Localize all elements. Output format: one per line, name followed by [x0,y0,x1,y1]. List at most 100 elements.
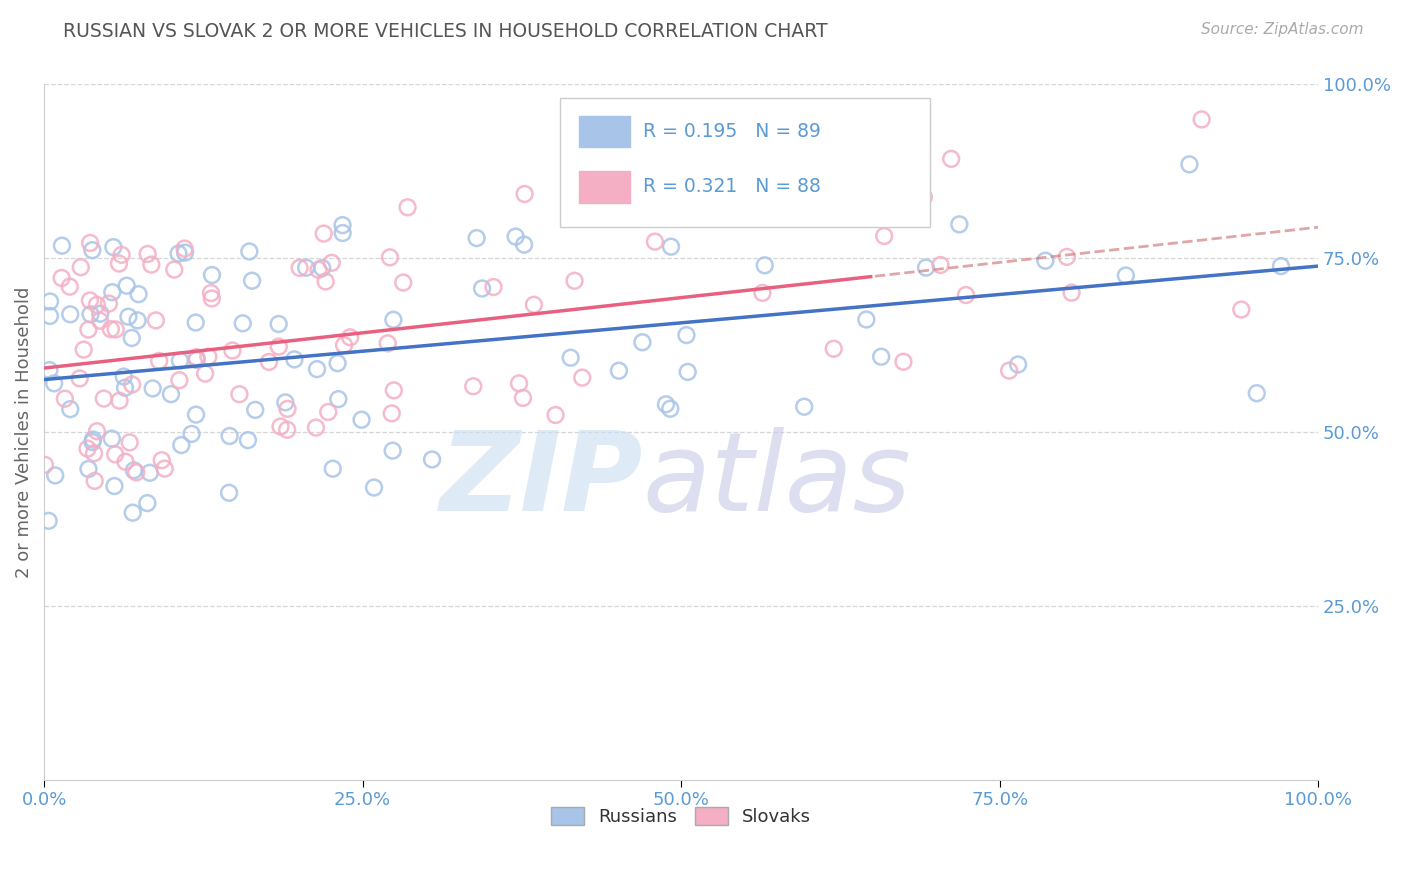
Slovaks [104,322,127,336]
Slovaks [201,292,224,306]
Slovaks [316,405,339,419]
Slovaks [571,370,593,384]
Russians [121,331,143,345]
Russians [127,313,149,327]
Russians [201,268,224,282]
Slovaks [186,350,208,364]
Slovaks [998,364,1021,378]
Russians [659,240,682,254]
Russians [114,381,136,395]
Slovaks [339,330,361,344]
Russians [139,466,162,480]
Russians [655,397,678,411]
Slovaks [83,474,105,488]
Russians [184,316,207,330]
Russians [38,514,60,528]
Slovaks [508,376,530,391]
Russians [122,463,145,477]
Russians [44,376,66,391]
Russians [167,246,190,260]
Slovaks [523,298,546,312]
Text: ZIP: ZIP [440,427,643,534]
Slovaks [163,262,186,277]
Russians [184,408,207,422]
Slovaks [873,229,896,244]
Slovaks [378,251,401,265]
Slovaks [392,276,415,290]
Russians [82,433,104,447]
Russians [44,468,66,483]
Slovaks [267,340,290,354]
Russians [218,429,240,443]
Russians [322,461,344,475]
Slovaks [153,461,176,475]
Russians [870,350,893,364]
Slovaks [941,152,963,166]
Slovaks [1060,285,1083,300]
Slovaks [148,354,170,368]
Russians [236,433,259,447]
Slovaks [53,392,76,406]
Slovaks [121,377,143,392]
Slovaks [145,313,167,327]
Russians [117,310,139,324]
Russians [169,353,191,368]
Russians [39,294,62,309]
Russians [793,400,815,414]
Slovaks [308,262,330,277]
Slovaks [173,242,195,256]
Russians [180,426,202,441]
Slovaks [513,186,536,201]
Slovaks [288,260,311,275]
Russians [59,402,82,417]
Russians [1115,268,1137,283]
Russians [128,287,150,301]
Slovaks [89,314,111,328]
Russians [350,413,373,427]
Slovaks [76,442,98,456]
Slovaks [194,367,217,381]
Slovaks [564,274,586,288]
Slovaks [197,350,219,364]
Slovaks [169,373,191,387]
Legend: Russians, Slovaks: Russians, Slovaks [544,799,818,833]
Slovaks [315,275,337,289]
Slovaks [883,162,905,177]
Russians [112,369,135,384]
Slovaks [1191,112,1213,127]
Russians [1007,358,1029,372]
Russians [101,285,124,300]
Russians [38,309,60,323]
Slovaks [463,379,485,393]
Russians [79,307,101,321]
Slovaks [257,355,280,369]
Slovaks [73,343,96,357]
Slovaks [912,190,935,204]
Slovaks [86,298,108,312]
Russians [170,438,193,452]
Russians [103,240,125,254]
Russians [607,364,630,378]
Slovaks [228,387,250,401]
Russians [295,260,318,275]
Russians [1270,259,1292,273]
Slovaks [321,256,343,270]
Slovaks [77,322,100,336]
Slovaks [1056,250,1078,264]
Slovaks [108,256,131,270]
Russians [659,401,682,416]
Russians [174,245,197,260]
Russians [1035,253,1057,268]
FancyBboxPatch shape [579,171,630,202]
Russians [560,351,582,365]
Russians [420,452,443,467]
Slovaks [382,384,405,398]
Russians [948,218,970,232]
FancyBboxPatch shape [579,116,630,147]
Slovaks [200,286,222,301]
Russians [115,278,138,293]
Russians [328,392,350,406]
Russians [142,381,165,395]
Russians [513,237,536,252]
Y-axis label: 2 or more Vehicles in Household: 2 or more Vehicles in Household [15,286,32,578]
